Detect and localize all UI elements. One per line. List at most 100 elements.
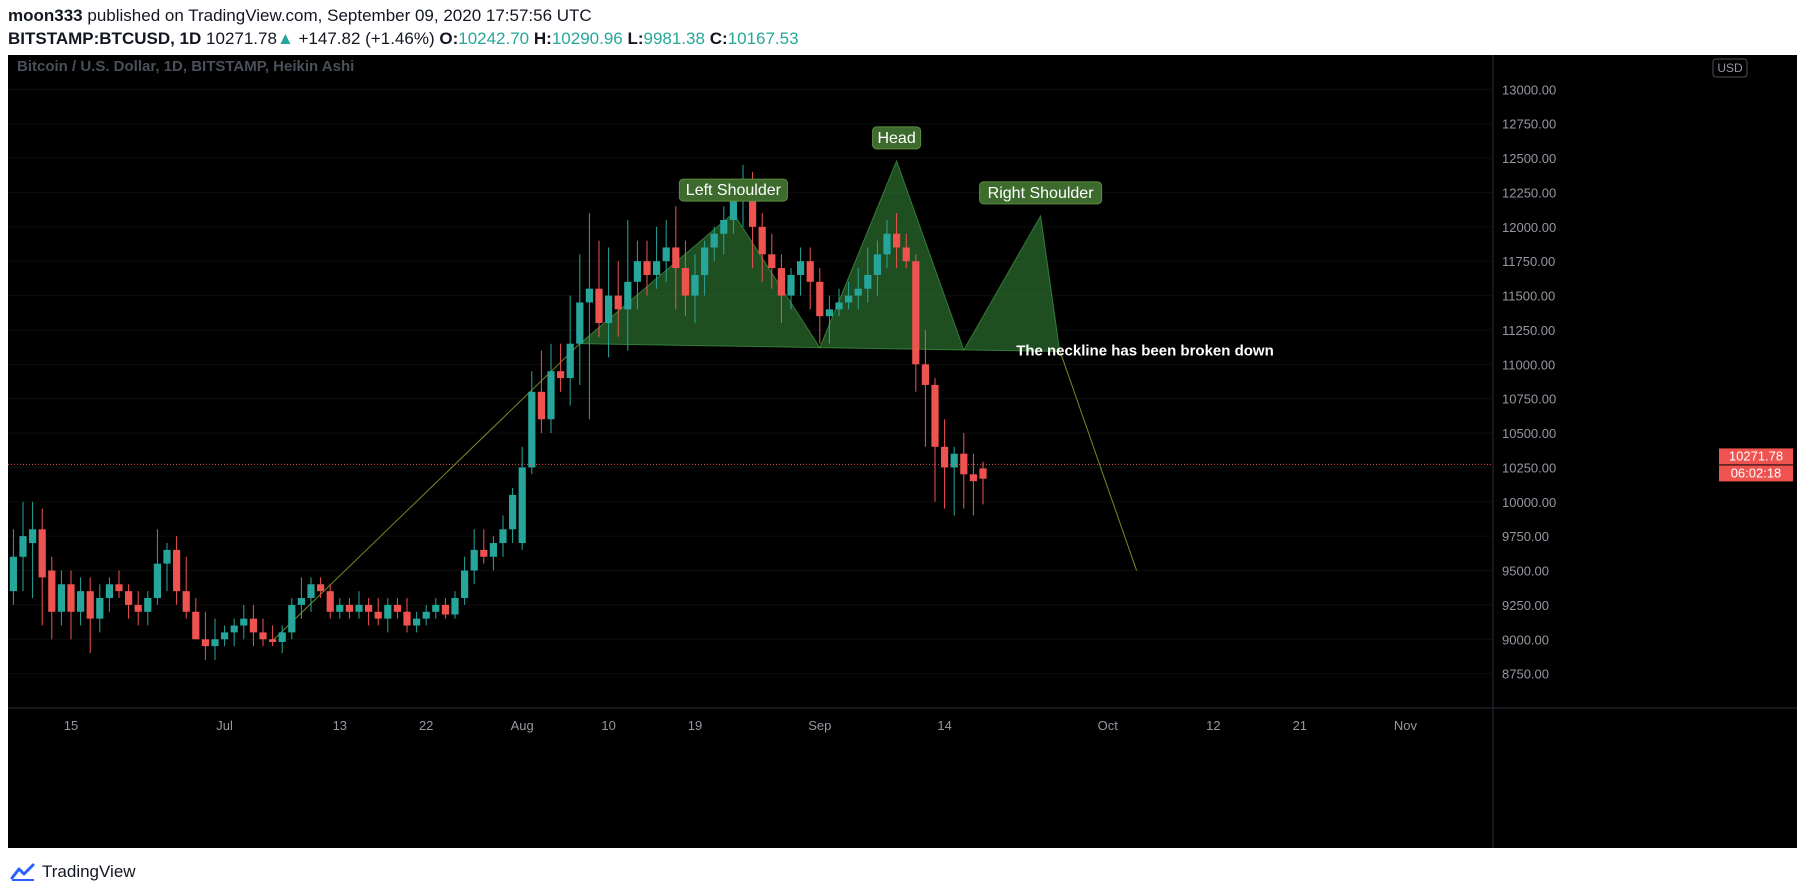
open-value: 10242.70 <box>458 29 530 48</box>
price-tick-label: 11500.00 <box>1502 289 1555 304</box>
candle-body <box>979 468 987 479</box>
price-axis[interactable]: 8750.00 9000.00 9250.00 9500.00 9750.00 10000… <box>1502 82 1556 681</box>
publish-info: moon333 published on TradingView.com, Se… <box>8 6 592 26</box>
candle-body <box>499 529 507 544</box>
pattern-labels: Left Shoulder Head Right Shoulder <box>678 126 1103 205</box>
candle-body <box>509 494 517 530</box>
candle-body <box>240 618 248 626</box>
time-tick-label: 12 <box>1206 718 1220 733</box>
candle-body <box>854 288 862 296</box>
grid <box>8 88 1493 675</box>
candle-body <box>941 446 949 468</box>
time-tick-label: 10 <box>601 718 615 733</box>
candle-body <box>173 549 181 592</box>
candle-body <box>931 384 939 447</box>
author-name[interactable]: moon333 <box>8 6 83 25</box>
candle-body <box>461 570 469 599</box>
candle-body <box>48 570 56 612</box>
time-tick-label: Oct <box>1098 718 1119 733</box>
candle-body <box>115 584 123 592</box>
candle-body <box>893 233 901 248</box>
last-price-tag-text: 10271.78 <box>1729 448 1783 463</box>
candle-body <box>269 639 277 643</box>
left-shoulder-text: Left Shoulder <box>686 182 782 199</box>
candle-body <box>480 549 488 557</box>
symbol: BITSTAMP:BTCUSD, 1D <box>8 29 202 48</box>
price-tick-label: 9750.00 <box>1502 529 1549 544</box>
time-tick-label: Sep <box>808 718 831 733</box>
price-tick-label: 12750.00 <box>1502 117 1556 132</box>
time-axis[interactable]: 15 Jul 13 22 Aug 10 19 Sep 14 Oct 12 21 Nov <box>64 718 1418 733</box>
candle-body <box>326 591 334 612</box>
price-tick-label: 10500.00 <box>1502 426 1556 441</box>
candle-body <box>441 604 449 615</box>
countdown-text: 06:02:18 <box>1731 465 1782 480</box>
candle-body <box>297 598 305 605</box>
candle-body <box>969 474 977 482</box>
candle-body <box>816 281 824 317</box>
candle-body <box>67 584 75 612</box>
candle-body <box>787 274 795 296</box>
candle-body <box>451 598 459 615</box>
candle-body <box>259 632 267 640</box>
candle-body <box>19 536 27 557</box>
footer-brand[interactable]: TradingView <box>10 860 136 884</box>
candle-body <box>825 309 833 317</box>
right-shoulder-label: Right Shoulder <box>979 181 1103 205</box>
time-tick-label: Jul <box>216 718 233 733</box>
candle-body <box>163 549 171 564</box>
time-tick-label: 19 <box>688 718 702 733</box>
candle-body <box>211 639 219 647</box>
currency-badge[interactable]: USD <box>1712 58 1748 78</box>
candle-body <box>720 219 728 234</box>
candle-body <box>691 274 699 296</box>
close-label: C: <box>709 29 728 48</box>
candle-body <box>835 302 843 310</box>
left-shoulder-label: Left Shoulder <box>678 178 788 202</box>
candle-body <box>307 584 315 599</box>
time-tick-label: 22 <box>419 718 433 733</box>
candle-body <box>537 391 545 420</box>
high-value: 10290.96 <box>551 29 623 48</box>
price-tick-label: 9500.00 <box>1502 564 1549 579</box>
close-value: 10167.53 <box>727 29 799 48</box>
price-tick-label: 9250.00 <box>1502 598 1549 613</box>
high-label: H: <box>533 29 552 48</box>
price-tick-label: 10000.00 <box>1502 495 1556 510</box>
candle-body <box>288 604 296 633</box>
candle-body <box>576 302 584 344</box>
head-text: Head <box>877 130 915 147</box>
price-tick-label: 13000.00 <box>1502 82 1556 97</box>
ohlc-bar: BITSTAMP:BTCUSD, 1D 10271.78▲ +147.82 (+… <box>8 29 799 49</box>
candle-body <box>77 591 85 612</box>
candle-body <box>749 192 757 227</box>
candle-body <box>777 268 785 296</box>
candle-body <box>153 563 161 599</box>
right-shoulder-text: Right Shoulder <box>988 185 1095 202</box>
candle-body <box>605 295 613 324</box>
candle-body <box>470 549 478 571</box>
candle-body <box>614 295 622 310</box>
candle-body <box>192 611 200 640</box>
tradingview-logo-icon <box>10 863 35 881</box>
time-tick-label: 14 <box>937 718 951 733</box>
candle-body <box>134 604 142 612</box>
candle-body <box>374 611 382 619</box>
time-tick-label: Nov <box>1394 718 1418 733</box>
price-tick-label: 11000.00 <box>1502 357 1555 372</box>
candle-body <box>144 598 152 612</box>
candle-body <box>201 639 209 647</box>
chart-svg[interactable]: Bitcoin / U.S. Dollar, 1D, BITSTAMP, Hei… <box>8 55 1797 848</box>
change-arrow-icon: ▲ <box>276 29 294 48</box>
chart-area[interactable]: Bitcoin / U.S. Dollar, 1D, BITSTAMP, Hei… <box>8 55 1797 848</box>
time-tick-label: Aug <box>511 718 534 733</box>
pattern-triangle <box>819 159 965 351</box>
candle-body <box>595 288 603 324</box>
candle-body <box>883 233 891 255</box>
candle-body <box>662 247 670 262</box>
candle-body <box>806 261 814 282</box>
candle-body <box>86 591 94 619</box>
open-label: O: <box>439 29 459 48</box>
trend-line-up <box>272 343 581 641</box>
candle-body <box>729 199 737 220</box>
